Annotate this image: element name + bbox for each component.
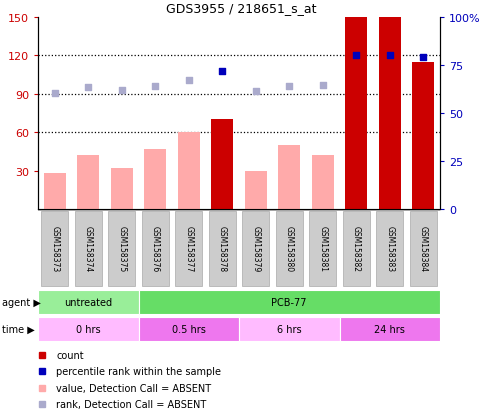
Bar — [379, 18, 400, 209]
FancyBboxPatch shape — [139, 290, 440, 315]
Point — [419, 54, 427, 61]
Text: GSM158379: GSM158379 — [251, 225, 260, 271]
Text: 24 hrs: 24 hrs — [374, 324, 405, 334]
Bar — [212, 120, 233, 209]
Text: GDS3955 / 218651_s_at: GDS3955 / 218651_s_at — [166, 2, 317, 15]
Point — [51, 90, 58, 97]
Point — [85, 85, 92, 92]
FancyBboxPatch shape — [340, 317, 440, 342]
Text: GSM158378: GSM158378 — [218, 225, 227, 271]
Text: GSM158373: GSM158373 — [50, 225, 59, 271]
Text: GSM158382: GSM158382 — [352, 225, 361, 271]
Text: 0 hrs: 0 hrs — [76, 324, 100, 334]
Point — [386, 53, 394, 59]
Text: value, Detection Call = ABSENT: value, Detection Call = ABSENT — [56, 383, 211, 393]
Text: GSM158381: GSM158381 — [318, 225, 327, 271]
FancyBboxPatch shape — [376, 211, 403, 287]
Point — [252, 89, 260, 95]
Bar — [245, 171, 267, 209]
FancyBboxPatch shape — [175, 211, 202, 287]
Point — [118, 88, 126, 94]
Text: PCB-77: PCB-77 — [271, 297, 307, 307]
Bar — [178, 133, 199, 209]
Bar — [44, 174, 66, 209]
Point — [185, 77, 193, 84]
Text: percentile rank within the sample: percentile rank within the sample — [56, 366, 221, 377]
Text: GSM158380: GSM158380 — [285, 225, 294, 271]
Text: GSM158375: GSM158375 — [117, 225, 126, 271]
Text: GSM158384: GSM158384 — [419, 225, 428, 271]
Point — [319, 82, 327, 89]
Text: GSM158383: GSM158383 — [385, 225, 394, 271]
FancyBboxPatch shape — [275, 211, 303, 287]
FancyBboxPatch shape — [309, 211, 337, 287]
FancyBboxPatch shape — [108, 211, 136, 287]
FancyBboxPatch shape — [410, 211, 437, 287]
Bar — [278, 146, 300, 209]
FancyBboxPatch shape — [38, 290, 139, 315]
Bar — [144, 150, 166, 209]
FancyBboxPatch shape — [342, 211, 370, 287]
Text: 6 hrs: 6 hrs — [277, 324, 301, 334]
FancyBboxPatch shape — [41, 211, 69, 287]
FancyBboxPatch shape — [139, 317, 239, 342]
Point — [285, 83, 293, 90]
Text: GSM158374: GSM158374 — [84, 225, 93, 271]
Bar — [412, 63, 434, 209]
Bar — [111, 169, 133, 209]
Point — [353, 53, 360, 59]
Point — [151, 83, 159, 90]
Bar — [312, 156, 334, 209]
Text: rank, Detection Call = ABSENT: rank, Detection Call = ABSENT — [56, 399, 206, 409]
Text: agent ▶: agent ▶ — [2, 297, 41, 307]
Text: 0.5 hrs: 0.5 hrs — [172, 324, 206, 334]
FancyBboxPatch shape — [239, 317, 340, 342]
FancyBboxPatch shape — [74, 211, 102, 287]
FancyBboxPatch shape — [242, 211, 270, 287]
Text: untreated: untreated — [64, 297, 113, 307]
Text: time ▶: time ▶ — [2, 324, 35, 334]
Text: count: count — [56, 350, 84, 360]
FancyBboxPatch shape — [38, 317, 139, 342]
Point — [218, 68, 226, 75]
Bar — [345, 18, 367, 209]
FancyBboxPatch shape — [209, 211, 236, 287]
FancyBboxPatch shape — [142, 211, 169, 287]
Text: GSM158377: GSM158377 — [184, 225, 193, 271]
Bar — [77, 156, 99, 209]
Text: GSM158376: GSM158376 — [151, 225, 160, 271]
